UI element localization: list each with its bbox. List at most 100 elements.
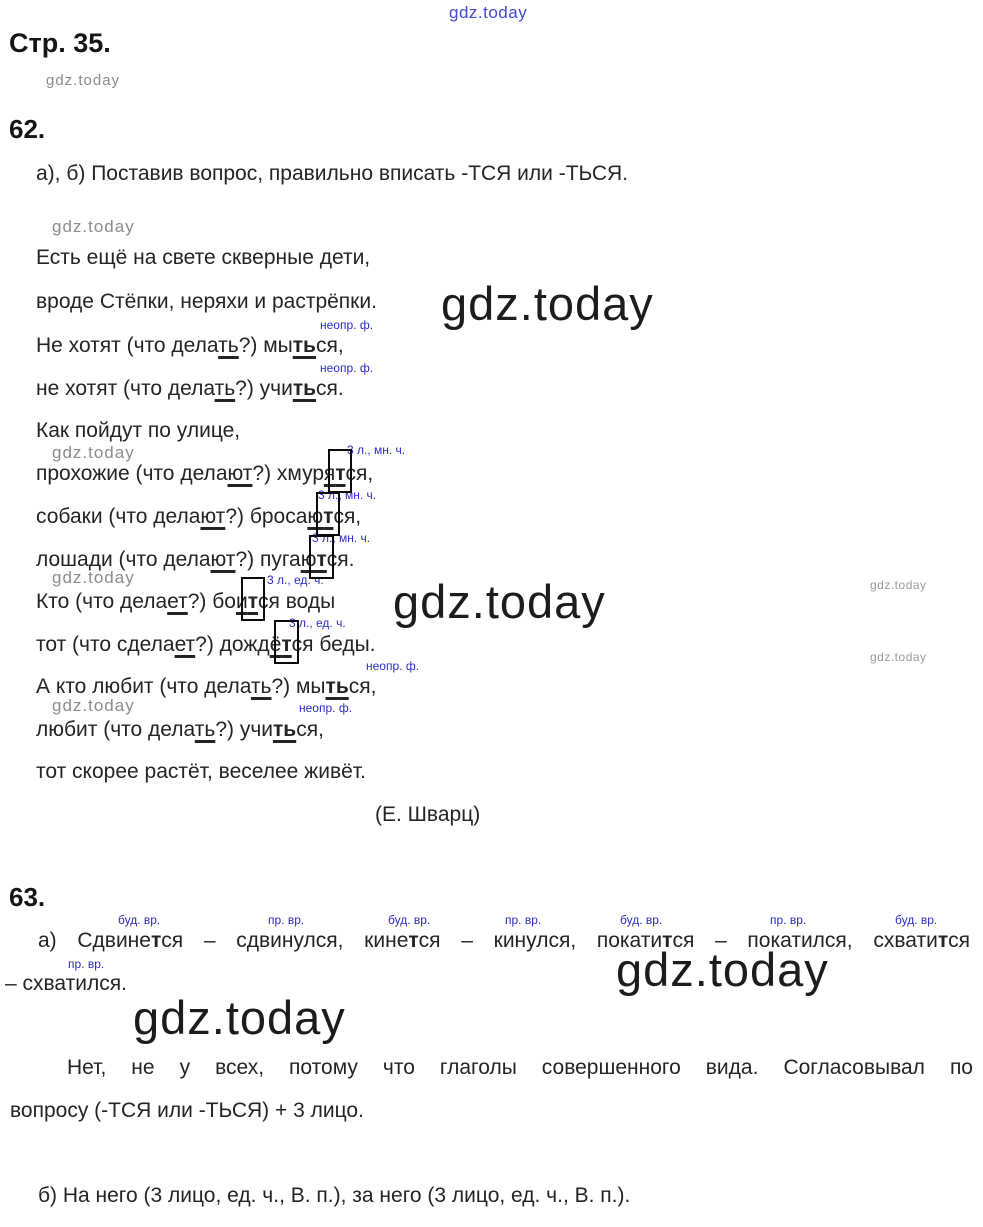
tense-annotation: буд. вр. [388, 913, 431, 927]
grammar-annotation: 3 л., ед. ч. [267, 573, 324, 587]
text-segment: ся – сдвинулся, кине [161, 929, 409, 952]
tense-annotation: пр. вр. [505, 913, 542, 927]
grammar-annotation: неопр. ф. [299, 701, 353, 715]
underlined-letters: ё [269, 633, 282, 656]
underlined-letters: ю [307, 505, 324, 528]
text-segment: ся воды [258, 590, 336, 613]
poem-line: лошади (что делают?) пугаются. [36, 535, 355, 579]
boxed-letter: т [274, 620, 300, 664]
text-segment: не хотят (что дела [36, 377, 215, 400]
grammar-annotation: неопр. ф. [320, 318, 374, 332]
underlined-letters: я [323, 462, 336, 485]
text-segment: А кто любит (что дела [36, 675, 251, 698]
poem-line: прохожие (что делают?) хмурятся, [36, 449, 373, 493]
page-title: Стр. 35. [9, 28, 111, 58]
grammar-annotation: 3 л., мн. ч. [347, 443, 406, 457]
watermark-small: gdz.today [870, 578, 927, 592]
poem-line: А кто любит (что делать?) мыться, [36, 675, 376, 699]
text-segment: ?) мы [271, 675, 326, 698]
watermark-small: gdz.today [52, 568, 135, 587]
underlined-letters: ть [194, 718, 216, 741]
text-segment: ся [948, 929, 970, 952]
text-segment: ?) броса [225, 505, 308, 528]
grammar-annotation: 3 л., ед. ч. [289, 616, 346, 630]
watermark-small: gdz.today [52, 443, 135, 462]
bold-letter: т [937, 929, 949, 952]
text-segment: ?) мы [238, 334, 293, 357]
bold-letter: т [150, 929, 162, 952]
text-segment: ?) учи [235, 377, 293, 400]
poem-line: Есть ещё на свете скверные дети, [36, 246, 370, 270]
boxed-letter: т [240, 577, 266, 621]
underlined-letters: ют [210, 548, 236, 571]
grammar-annotation: 3 л., мн. ч. [318, 488, 377, 502]
text-segment: ся. [326, 548, 355, 571]
bold-letter: т [662, 929, 673, 952]
poem-line: не хотят (что делать?) учиться. [36, 377, 344, 401]
text-segment: ся – покатился, схвати [672, 929, 938, 952]
grammar-annotation: неопр. ф. [320, 361, 374, 375]
tense-annotation: буд. вр. [620, 913, 663, 927]
poem-line: Не хотят (что делать?) мыться, [36, 334, 344, 358]
watermark-large: gdz.today [441, 277, 654, 330]
watermark-small: gdz.today [52, 217, 135, 236]
poem-line: Кто (что делает?) боится воды [36, 577, 336, 621]
answer-line-a: а) Сдвинется – сдвинулся, кинется – кину… [38, 929, 970, 953]
text-segment: ся, [348, 675, 377, 698]
poem-line: Как пойдут по улице, [36, 419, 240, 443]
tense-annotation: буд. вр. [118, 913, 161, 927]
text-segment: ся. [316, 377, 344, 400]
answer-line-a-continued: – схватился. [5, 972, 127, 995]
underlined-letters: ть [250, 675, 272, 698]
text-segment: ся беды. [291, 633, 376, 656]
watermark-small: gdz.today [870, 650, 927, 664]
text-segment: а) Сдвине [38, 929, 151, 952]
grammar-annotation: 3 л., мн. ч. [312, 531, 371, 545]
text-segment: ?) пуга [235, 548, 301, 571]
underlined-letters: ть [218, 334, 239, 357]
grammar-annotation: неопр. ф. [366, 659, 420, 673]
text-segment: Кто (что дела [36, 590, 168, 613]
text-segment: собаки (что дела [36, 505, 201, 528]
watermark-large: gdz.today [393, 575, 606, 628]
tense-annotation: пр. вр. [68, 957, 105, 971]
answer-line-b: б) На него (3 лицо, ед. ч., В. п.), за н… [38, 1184, 631, 1207]
explanation-line-2: вопросу (-ТСЯ или -ТЬСЯ) + 3 лицо. [10, 1099, 364, 1122]
text-segment: лошади (что дела [36, 548, 211, 571]
poem-author: (Е. Шварц) [375, 803, 481, 826]
text-segment: ся, [333, 505, 362, 528]
watermark-large: gdz.today [133, 991, 346, 1044]
text-segment: ?) бо [187, 590, 236, 613]
tense-annotation: буд. вр. [895, 913, 938, 927]
underlined-letters: ть [214, 377, 236, 400]
underlined-letters: ю [300, 548, 317, 571]
underlined-letters: ет [174, 633, 196, 656]
exercise-62-instruction: а), б) Поставив вопрос, правильно вписат… [36, 162, 629, 185]
text-segment: любит (что дела [36, 718, 195, 741]
boxed-letter: т [327, 449, 353, 493]
bold-underlined-letters: ть [292, 377, 317, 400]
text-segment: ся, [315, 334, 344, 357]
text-segment: Как пойдут по улице, [36, 419, 241, 442]
bold-underlined-letters: ть [273, 718, 297, 741]
poem-line: вроде Стёпки, неряхи и растрёпки. [36, 290, 377, 314]
poem-line: тот скорее растёт, веселее живёт. [36, 760, 366, 784]
underlined-letters: и [235, 590, 248, 613]
text-segment: тот скорее растёт, веселее живёт. [36, 760, 366, 783]
text-segment: прохожие (что дела [36, 462, 228, 485]
underlined-letters: ет [167, 590, 188, 613]
text-segment: Есть ещё на свете скверные дети, [36, 246, 371, 269]
tense-annotation: пр. вр. [770, 913, 807, 927]
text-segment: вроде Стёпки, неряхи и растрёпки. [36, 290, 377, 313]
poem-line: собаки (что делают?) бросаются, [36, 492, 362, 536]
text-segment: ?) дожд [195, 633, 270, 656]
underlined-letters: ют [200, 505, 226, 528]
text-segment: ?) учи [215, 718, 274, 741]
text-segment: ?) хмур [252, 462, 324, 485]
poem-line: тот (что сделает?) дождётся беды. [36, 620, 376, 664]
boxed-letter: т [309, 535, 335, 579]
underlined-letters: ют [227, 462, 253, 485]
exercise-63-number: 63. [9, 882, 46, 912]
bold-underlined-letters: ть [325, 675, 349, 698]
bold-letter: т [408, 929, 419, 952]
